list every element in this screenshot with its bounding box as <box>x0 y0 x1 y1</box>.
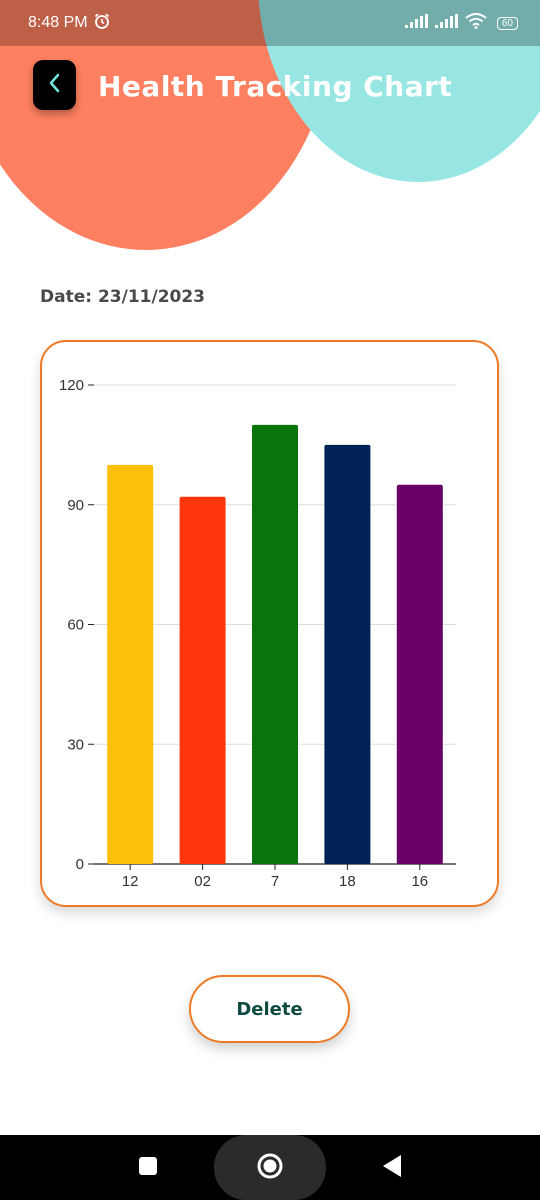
home-button[interactable] <box>250 1135 290 1200</box>
delete-button[interactable]: Delete <box>189 975 350 1043</box>
battery-indicator: 60 <box>496 16 518 30</box>
recents-button[interactable] <box>128 1135 168 1200</box>
status-bar: 8:48 PM <box>0 0 540 46</box>
page-title: Health Tracking Chart <box>98 70 453 103</box>
x-tick-label: 16 <box>411 873 428 890</box>
navigation-bar <box>0 1135 540 1200</box>
square-icon <box>138 1156 158 1180</box>
x-tick-label: 02 <box>194 873 211 890</box>
wifi-icon <box>465 12 487 34</box>
y-tick-label: 120 <box>59 377 84 394</box>
y-tick-label: 60 <box>67 617 84 634</box>
x-tick-label: 12 <box>122 873 139 890</box>
signal-icon-2 <box>434 13 459 33</box>
chevron-left-icon <box>47 72 63 98</box>
status-time: 8:48 PM <box>28 14 88 31</box>
chart-bar <box>396 484 443 864</box>
date-label: Date: 23/11/2023 <box>40 287 206 307</box>
circle-home-icon <box>256 1152 284 1184</box>
chart-card: 0 30 60 90 120 12 02 7 18 16 <box>40 340 499 907</box>
signal-icon <box>404 13 429 33</box>
back-nav-button[interactable] <box>372 1135 412 1200</box>
chart-bar <box>252 424 298 864</box>
chart-bar <box>107 464 154 864</box>
back-button[interactable] <box>33 60 76 110</box>
x-tick-label: 18 <box>339 873 356 890</box>
alarm-icon <box>93 12 111 35</box>
y-tick-label: 0 <box>76 856 84 873</box>
y-tick-label: 30 <box>67 736 84 753</box>
chart-bar <box>179 496 226 864</box>
chart-bar <box>324 444 371 864</box>
bar-chart: 0 30 60 90 120 12 02 7 18 16 <box>59 377 456 890</box>
triangle-back-icon <box>381 1154 403 1182</box>
y-tick-label: 90 <box>67 497 84 514</box>
x-tick-label: 7 <box>271 873 279 890</box>
